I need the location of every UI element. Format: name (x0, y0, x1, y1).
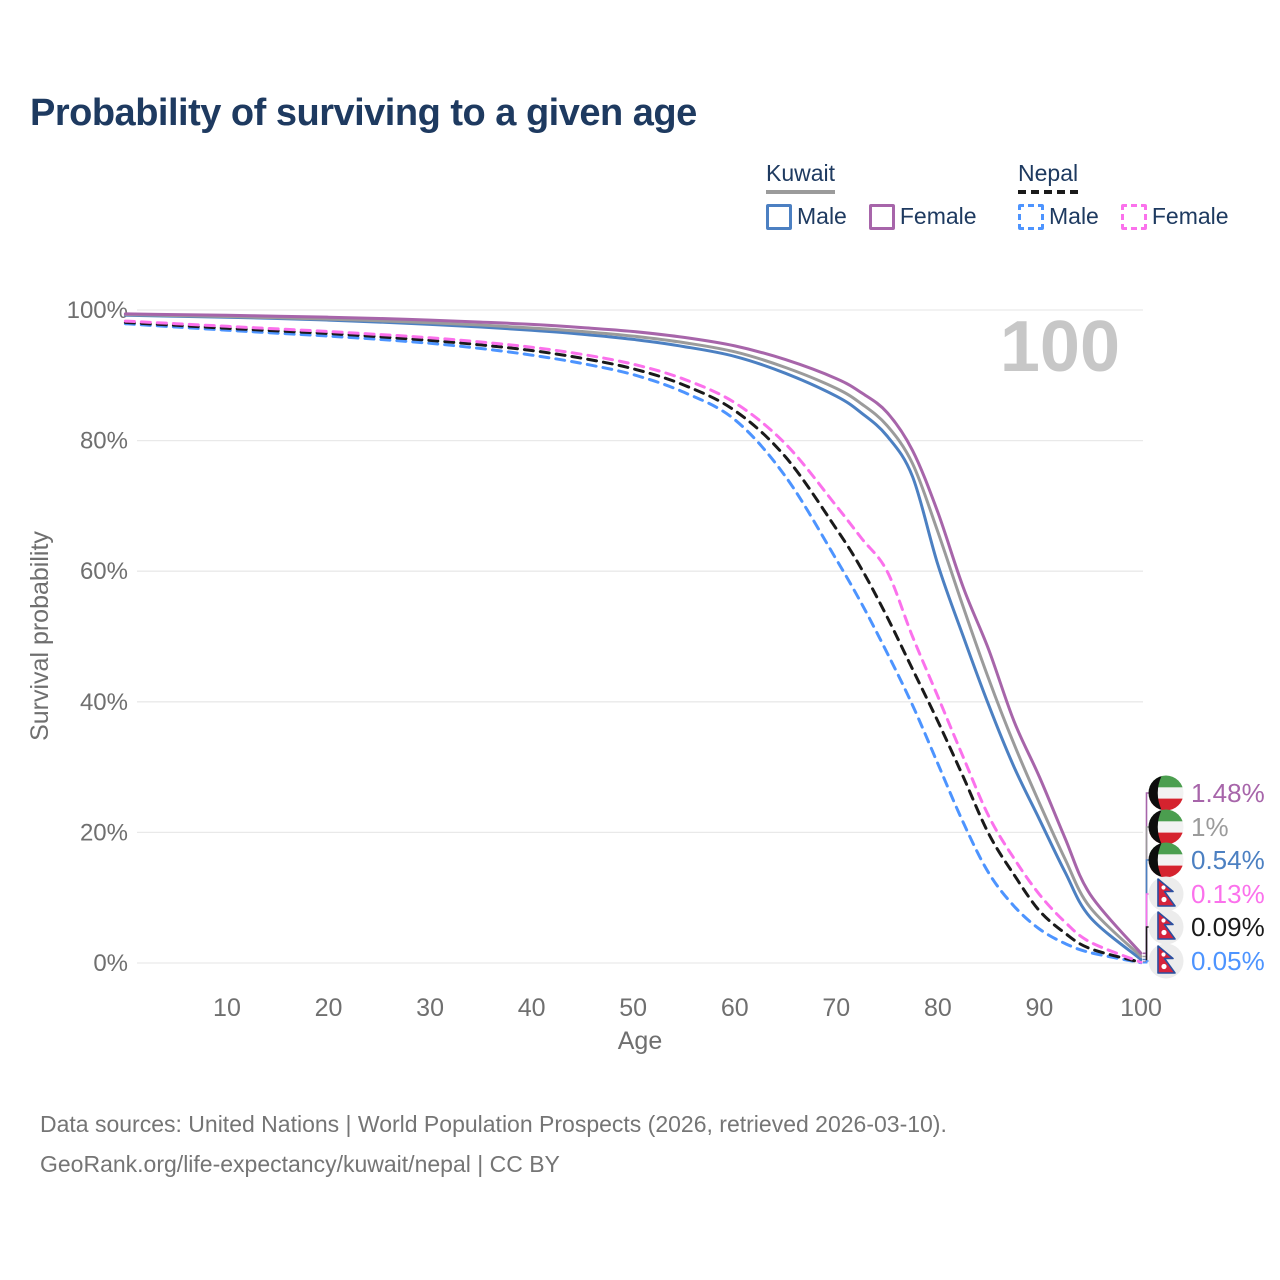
legend-item-kuwait-male[interactable]: Male (766, 203, 847, 230)
end-label-value: 0.13% (1191, 878, 1265, 909)
x-axis-title: Age (618, 1027, 662, 1055)
legend-group-kuwait: Kuwait Male Female (766, 160, 977, 230)
end-label-row-nepal: 0.09% (1148, 909, 1265, 945)
kuwait-flag-icon (1148, 842, 1184, 878)
curve-kuwait-female (123, 312, 1143, 955)
legend-label-nepal-male: Male (1049, 203, 1099, 229)
end-label-value: 1.48% (1191, 777, 1265, 808)
x-tick-label: 90 (1026, 994, 1054, 1022)
end-label-value: 0.09% (1191, 911, 1265, 942)
legend-country-kuwait: Kuwait (766, 160, 836, 194)
end-label-row-nepal-female: 0.13% (1148, 876, 1265, 912)
legend-label-nepal-female: Female (1151, 203, 1229, 229)
end-label-value: 1% (1191, 811, 1229, 842)
end-label-value: 0.05% (1191, 945, 1265, 976)
x-tick-label: 20 (315, 994, 343, 1022)
legend-group-nepal: Nepal Male Female (1018, 160, 1229, 230)
end-label-row-kuwait-male: 0.54% (1148, 842, 1265, 878)
legend-label-kuwait-female: Female (899, 203, 977, 229)
y-tick-label: 80% (80, 428, 128, 455)
y-axis-title: Survival probability (26, 531, 54, 741)
kuwait-flag-icon (1148, 809, 1184, 845)
nepal-flag-icon (1148, 909, 1184, 945)
x-tick-label: 60 (721, 994, 749, 1022)
end-label-row-nepal-male: 0.05% (1148, 943, 1265, 979)
page-title: Probability of surviving to a given age (30, 92, 697, 134)
end-label-row-kuwait-female: 1.48% (1148, 775, 1265, 811)
curve-kuwait-male (123, 313, 1143, 961)
x-tick-label: 70 (822, 994, 850, 1022)
legend-swatch-nepal-male[interactable] (1018, 203, 1044, 230)
nepal-flag-icon (1148, 943, 1184, 979)
x-tick-label: 10 (213, 994, 241, 1022)
x-tick-label: 80 (924, 994, 952, 1022)
legend-swatch-kuwait-male[interactable] (766, 203, 792, 230)
x-tick-label: 100 (1120, 994, 1162, 1022)
legend-country-nepal: Nepal (1018, 160, 1079, 194)
footer-attribution: GeoRank.org/life-expectancy/kuwait/nepal… (40, 1151, 560, 1178)
footer: Data sources: United Nations | World Pop… (40, 1104, 947, 1185)
y-tick-label: 40% (80, 689, 128, 716)
legend-swatch-kuwait-female[interactable] (868, 203, 895, 230)
legend-item-nepal-female[interactable]: Female (1120, 203, 1229, 230)
x-tick-label: 50 (619, 994, 647, 1022)
legend-item-nepal-male[interactable]: Male (1018, 203, 1099, 230)
curve-nepal-male (123, 322, 1143, 965)
legend-label-kuwait-male: Male (797, 203, 847, 229)
legend-swatch-nepal-female[interactable] (1120, 203, 1147, 230)
nepal-flag-icon (1148, 876, 1184, 912)
curve-kuwait (123, 313, 1143, 958)
x-tick-label: 30 (416, 994, 444, 1022)
legend-item-kuwait-female[interactable]: Female (868, 203, 977, 230)
kuwait-flag-icon (1148, 775, 1184, 811)
footer-sources: Data sources: United Nations | World Pop… (40, 1111, 947, 1137)
curve-nepal (123, 320, 1143, 964)
y-tick-label: 100% (67, 297, 128, 324)
y-tick-label: 20% (80, 819, 128, 846)
end-label-value: 0.54% (1191, 844, 1265, 875)
end-label-row-kuwait: 1% (1148, 809, 1229, 845)
y-tick-label: 60% (80, 558, 128, 585)
y-tick-label: 0% (93, 950, 128, 977)
watermark: 100 (1000, 307, 1120, 387)
x-tick-label: 40 (518, 994, 546, 1022)
curve-nepal-female (123, 319, 1143, 964)
